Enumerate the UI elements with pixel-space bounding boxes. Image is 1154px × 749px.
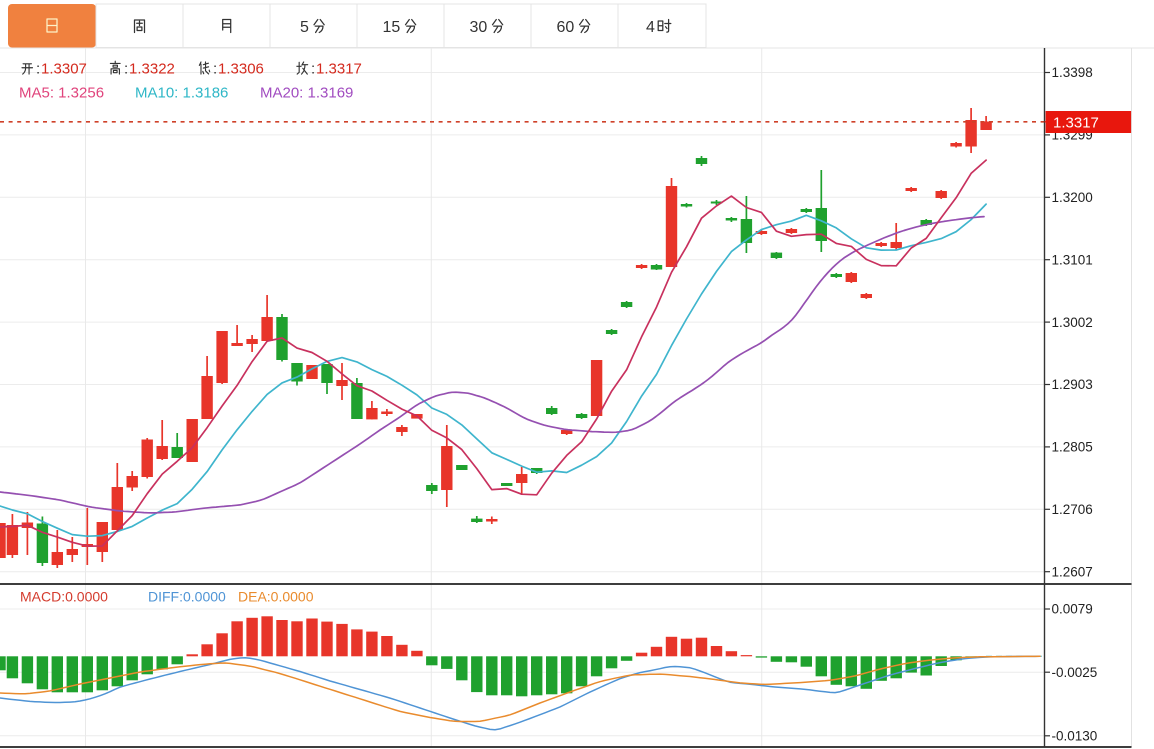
svg-text:1.2706: 1.2706 [1052,502,1093,517]
svg-text::: : [36,61,40,78]
svg-text:1.3317: 1.3317 [316,61,362,78]
svg-text:DIFF:0.0000: DIFF:0.0000 [148,589,226,605]
svg-text::: : [311,61,315,78]
svg-text:1.3306: 1.3306 [218,61,264,78]
svg-text:1.2805: 1.2805 [1052,440,1093,455]
svg-text:1.3200: 1.3200 [1052,190,1093,205]
svg-text:-0.0025: -0.0025 [1052,665,1098,680]
svg-text:MACD:0.0000: MACD:0.0000 [20,589,108,605]
svg-text:1.3322: 1.3322 [129,61,175,78]
svg-text:1.2607: 1.2607 [1052,564,1093,579]
svg-text:DEA:0.0000: DEA:0.0000 [238,589,314,605]
svg-text:MA20: 1.3169: MA20: 1.3169 [260,85,353,102]
svg-text:1.3307: 1.3307 [41,61,87,78]
svg-text:5: 5 [300,19,309,36]
svg-text:1.3317: 1.3317 [1053,115,1099,132]
svg-text:1.3002: 1.3002 [1052,315,1093,330]
svg-text:1.3101: 1.3101 [1052,252,1093,267]
svg-text:MA10: 1.3186: MA10: 1.3186 [135,85,228,102]
svg-text:1.2903: 1.2903 [1052,377,1093,392]
svg-text:30: 30 [470,19,488,36]
svg-text:60: 60 [557,19,575,36]
svg-text:MA5: 1.3256: MA5: 1.3256 [19,85,104,102]
svg-text:0.0079: 0.0079 [1052,602,1093,617]
svg-text::: : [124,61,128,78]
svg-text:1.3398: 1.3398 [1052,65,1093,80]
svg-text::: : [213,61,217,78]
svg-text:15: 15 [383,19,401,36]
svg-text:-0.0130: -0.0130 [1052,729,1098,744]
svg-text:4: 4 [646,19,655,36]
